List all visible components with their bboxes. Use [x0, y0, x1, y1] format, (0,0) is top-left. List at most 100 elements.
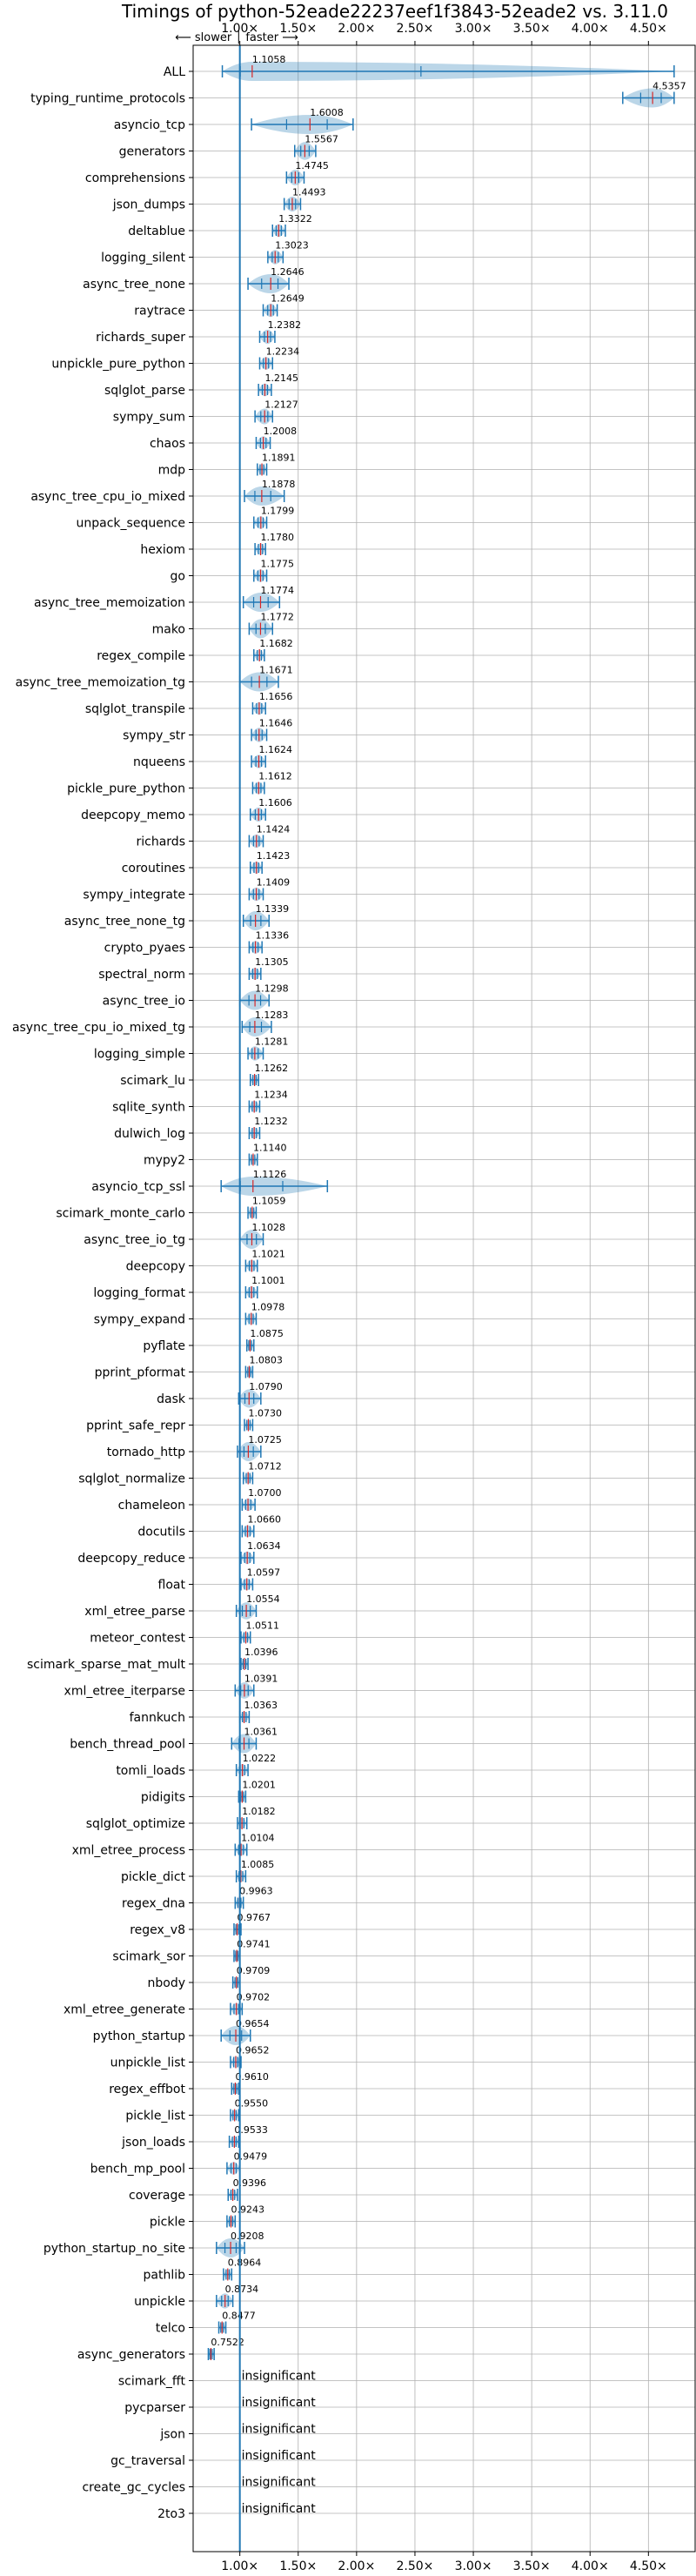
- x-tick-label-bottom: 3.50×: [513, 2559, 551, 2573]
- value-label: 1.1424: [257, 824, 291, 835]
- insignificant-label: insignificant: [242, 2476, 317, 2490]
- plot-frame: [192, 44, 696, 2553]
- benchmark-label: python_startup: [93, 2029, 185, 2043]
- benchmark-label: sqlglot_optimize: [86, 1817, 185, 1831]
- value-label: 1.0725: [248, 1434, 282, 1446]
- benchmark-label: scimark_fft: [118, 2375, 186, 2389]
- benchmark-label: sympy_str: [123, 729, 185, 743]
- value-label: 1.3023: [275, 240, 309, 252]
- benchmark-label: sqlglot_normalize: [78, 1472, 185, 1486]
- benchmark-label: typing_runtime_protocols: [30, 92, 185, 106]
- value-label: 1.1646: [259, 718, 293, 729]
- benchmark-label: fannkuch: [130, 1711, 185, 1725]
- benchmark-label: logging_format: [93, 1286, 185, 1300]
- value-label: 1.1232: [254, 1116, 288, 1127]
- benchmark-label: json_loads: [121, 2136, 185, 2150]
- value-label: 0.9963: [239, 1886, 273, 1897]
- value-label: 1.4745: [295, 160, 329, 171]
- x-tick-label-top: 1.50×: [279, 22, 317, 36]
- value-label: 1.1606: [258, 797, 292, 808]
- value-label: 1.1612: [258, 771, 292, 782]
- value-label: 1.0363: [244, 1700, 278, 1711]
- value-label: 0.9654: [236, 2018, 270, 2029]
- value-label: 1.1283: [255, 1010, 289, 1021]
- value-label: 0.9709: [237, 1965, 271, 1976]
- value-label: 1.0712: [248, 1461, 282, 1472]
- x-axis: 1.00× 1.00× 1.50× 1.50× 2.00× 2.00× 2.50× 2.50×…: [189, 22, 667, 2573]
- benchmark-label: regex_dna: [122, 1897, 185, 1911]
- benchmark-label: async_tree_none_tg: [64, 915, 185, 929]
- benchmark-label: sympy_integrate: [83, 889, 185, 902]
- value-label: 1.0554: [246, 1593, 280, 1605]
- value-label: 1.1262: [255, 1063, 289, 1074]
- value-label: 1.1021: [251, 1249, 285, 1260]
- value-label: 1.0803: [249, 1355, 283, 1366]
- benchmark-label: ALL: [164, 65, 185, 79]
- benchmark-label: sqlglot_parse: [104, 384, 185, 398]
- benchmark-label: xml_etree_parse: [84, 1605, 185, 1619]
- value-label: 1.0511: [246, 1620, 280, 1632]
- x-tick-label-top: 3.00×: [455, 22, 492, 36]
- value-label: 1.2145: [264, 372, 298, 384]
- benchmark-label: async_tree_io: [103, 995, 185, 1009]
- benchmark-label: python_startup_no_site: [44, 2242, 185, 2256]
- x-tick-label-top: 2.50×: [397, 22, 434, 36]
- value-label: 1.1775: [260, 559, 294, 570]
- benchmark-label: docutils: [137, 1526, 185, 1540]
- value-label: 1.1140: [253, 1143, 287, 1154]
- benchmark-label: mypy2: [144, 1154, 185, 1168]
- benchmark-label: chaos: [150, 437, 185, 451]
- value-label: 1.1336: [256, 930, 290, 942]
- value-label: 1.1126: [253, 1169, 287, 1180]
- benchmark-label: 2to3: [157, 2507, 185, 2521]
- value-label: 1.0978: [251, 1302, 285, 1313]
- value-label: 0.8734: [225, 2284, 259, 2295]
- value-label: 1.0222: [243, 1753, 277, 1764]
- value-label: 1.1423: [257, 850, 291, 862]
- benchmark-label: mdp: [158, 464, 186, 478]
- value-label: 1.4493: [292, 187, 326, 198]
- benchmark-label: deepcopy_reduce: [77, 1552, 185, 1566]
- x-tick-label-bottom: 1.00×: [221, 2559, 258, 2573]
- x-tick-label-bottom: 2.50×: [397, 2559, 434, 2573]
- row-labels: ALL typing_runtime_protocols asyncio_tcpge…: [12, 65, 186, 2521]
- benchmark-label: pathlib: [144, 2269, 186, 2283]
- insignificant-label: insignificant: [242, 2423, 317, 2437]
- benchmark-label: unpack_sequence: [77, 517, 185, 531]
- benchmark-label: chameleon: [118, 1499, 185, 1513]
- benchmark-label: unpickle: [134, 2295, 185, 2309]
- value-label: 1.0396: [244, 1647, 278, 1658]
- value-label: 0.7522: [211, 2337, 244, 2348]
- benchmark-label: generators: [119, 145, 185, 159]
- benchmark-label: pidigits: [141, 1791, 185, 1805]
- value-label: 1.1234: [254, 1090, 288, 1101]
- value-label: 1.1774: [260, 585, 294, 596]
- value-label: 1.1281: [255, 1036, 289, 1048]
- value-label: 1.2646: [271, 266, 304, 278]
- chart-title: Timings of python-52eade22237eef1f3843-5…: [121, 1, 668, 22]
- value-label: 1.2008: [264, 426, 298, 437]
- value-label: 1.0201: [242, 1780, 276, 1791]
- benchmark-label: pickle_dict: [121, 1870, 186, 1884]
- value-label: 1.5567: [304, 134, 338, 145]
- benchmark-label: nbody: [148, 1976, 186, 1990]
- benchmark-label: json: [159, 2428, 185, 2442]
- value-label: 0.9533: [234, 2124, 268, 2136]
- benchmark-label: xml_etree_process: [72, 1844, 185, 1858]
- benchmark-label: nqueens: [133, 755, 185, 769]
- benchmark-label: dask: [157, 1392, 186, 1406]
- value-label: 0.9767: [238, 1912, 271, 1923]
- insignificant-label: insignificant: [242, 2449, 317, 2463]
- value-label: 1.2234: [266, 346, 300, 358]
- value-label: 1.0104: [241, 1833, 275, 1844]
- benchmark-label: regex_effbot: [109, 2083, 185, 2096]
- benchmark-label: json_dumps: [112, 198, 185, 212]
- value-label: 1.1298: [255, 983, 289, 995]
- value-label: 1.0660: [248, 1514, 282, 1526]
- benchmark-label: pycparser: [124, 2401, 185, 2415]
- benchmark-label: pickle_list: [125, 2110, 185, 2123]
- benchmark-label: deepcopy_memo: [81, 808, 185, 822]
- benchmark-label: deepcopy: [126, 1260, 185, 1274]
- value-label: 1.2127: [264, 399, 298, 411]
- value-label: 1.0361: [244, 1727, 278, 1738]
